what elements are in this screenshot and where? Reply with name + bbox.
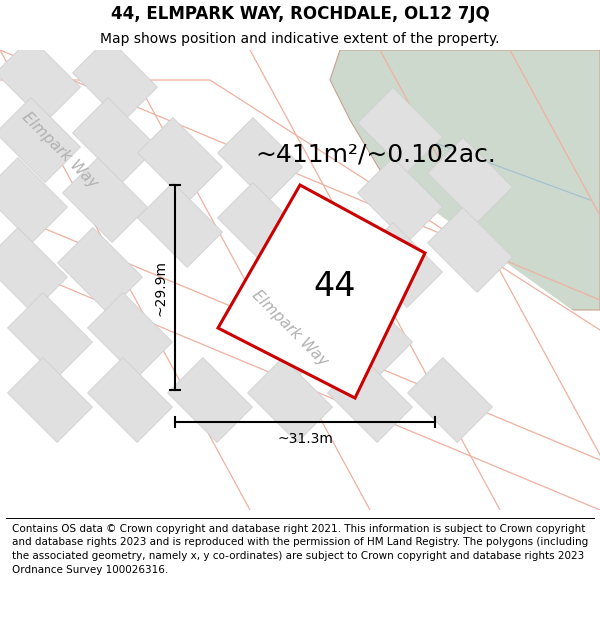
Polygon shape: [428, 208, 512, 292]
Text: ~411m²/~0.102ac.: ~411m²/~0.102ac.: [255, 143, 496, 167]
Polygon shape: [0, 210, 600, 540]
Text: 44: 44: [313, 269, 356, 302]
Polygon shape: [358, 158, 442, 242]
Polygon shape: [137, 118, 223, 202]
Text: ~31.3m: ~31.3m: [277, 432, 333, 446]
Polygon shape: [137, 182, 223, 268]
Polygon shape: [0, 158, 67, 242]
Polygon shape: [0, 228, 67, 312]
Polygon shape: [330, 50, 600, 310]
Polygon shape: [88, 292, 172, 378]
Polygon shape: [218, 182, 302, 268]
Polygon shape: [328, 357, 412, 442]
Polygon shape: [167, 357, 253, 442]
Text: Map shows position and indicative extent of the property.: Map shows position and indicative extent…: [100, 32, 500, 46]
Polygon shape: [88, 357, 172, 442]
Text: Elmpark Way: Elmpark Way: [19, 109, 101, 191]
Polygon shape: [218, 185, 425, 398]
Text: 44, ELMPARK WAY, ROCHDALE, OL12 7JQ: 44, ELMPARK WAY, ROCHDALE, OL12 7JQ: [110, 5, 490, 23]
Polygon shape: [358, 222, 442, 308]
Polygon shape: [8, 292, 92, 378]
Polygon shape: [73, 98, 157, 182]
Text: Elmpark Way: Elmpark Way: [249, 288, 331, 369]
Polygon shape: [358, 88, 442, 172]
Polygon shape: [0, 38, 80, 122]
Polygon shape: [428, 138, 512, 222]
Polygon shape: [0, 50, 600, 360]
Polygon shape: [73, 38, 157, 122]
Text: ~29.9m: ~29.9m: [153, 259, 167, 316]
Polygon shape: [248, 292, 332, 378]
Polygon shape: [0, 98, 80, 182]
Polygon shape: [58, 228, 142, 312]
Polygon shape: [328, 292, 412, 378]
Text: Contains OS data © Crown copyright and database right 2021. This information is : Contains OS data © Crown copyright and d…: [12, 524, 588, 574]
Polygon shape: [8, 357, 92, 442]
Polygon shape: [62, 158, 148, 242]
Polygon shape: [218, 118, 302, 202]
Polygon shape: [407, 357, 493, 442]
Polygon shape: [248, 357, 332, 442]
